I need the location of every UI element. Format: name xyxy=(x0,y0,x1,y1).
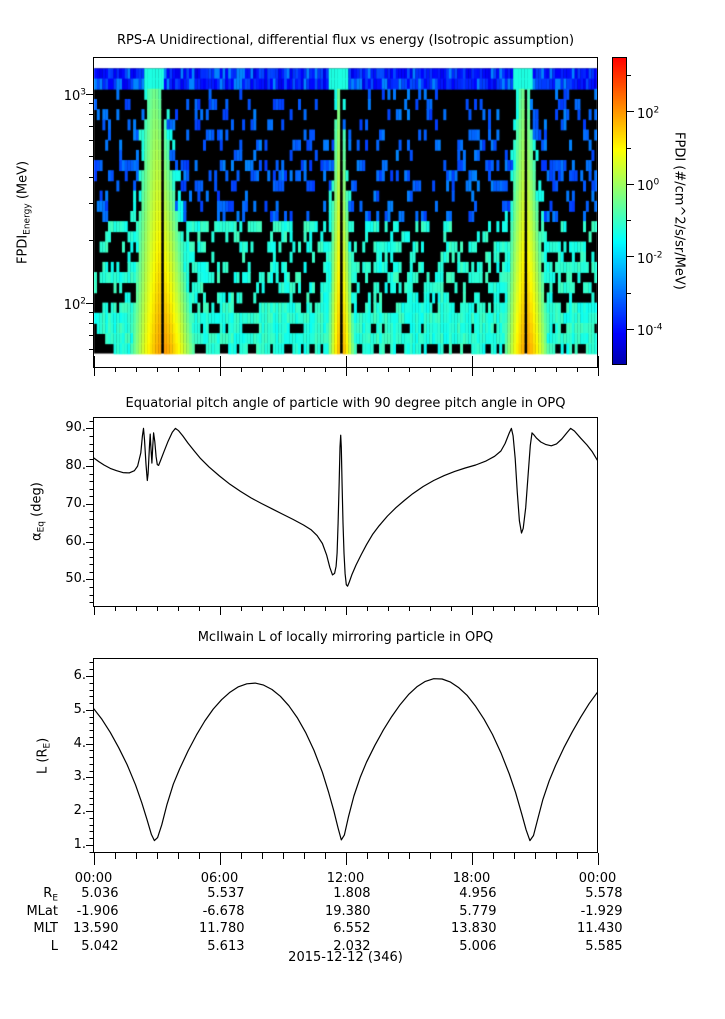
pitch-angle-title: Equatorial pitch angle of particle with … xyxy=(125,396,566,411)
time-tick-label: 00:00 xyxy=(74,871,113,886)
time-tick-label: 12:00 xyxy=(326,871,365,886)
mcilwain-tick-label: 1. xyxy=(73,837,86,852)
colorbar-frame xyxy=(612,57,627,365)
colorbar-tick-label: 10-2 xyxy=(637,250,663,267)
ephemeris-value: 5.006 xyxy=(459,938,497,954)
mcilwain-ylabel: L (RE) xyxy=(35,737,53,774)
time-tick-label: 00:00 xyxy=(578,871,617,886)
ephemeris-value: -1.929 xyxy=(580,903,623,919)
ephemeris-value: 5.036 xyxy=(81,886,119,901)
ephemeris-value: -6.678 xyxy=(202,903,245,919)
time-tick-label: 18:00 xyxy=(452,871,491,886)
spectrogram-heatmap xyxy=(93,57,598,368)
spectrogram-ylabel: FPDIEnergy (MeV) xyxy=(15,160,33,265)
ephemeris-value: 1.808 xyxy=(333,886,371,901)
mcilwain-tick-label: 2. xyxy=(73,803,86,819)
pitch-tick-label: 50. xyxy=(65,571,86,587)
ephemeris-value: 4.956 xyxy=(459,886,497,901)
ephemeris-value: 13.830 xyxy=(451,921,497,936)
ephemeris-row-label: MLat xyxy=(26,903,58,919)
colorbar-tick-label: 100 xyxy=(637,177,660,195)
ephemeris-row-label: MLT xyxy=(33,921,58,936)
ephemeris-value: 5.042 xyxy=(81,938,119,954)
ephemeris-value: 5.613 xyxy=(207,938,245,954)
mcilwain-tick-label: 4. xyxy=(73,735,86,751)
ephemeris-value: 11.430 xyxy=(577,921,623,936)
colorbar-tick-label: 10-4 xyxy=(637,322,663,340)
colorbar-label: FPDI (#/cm^2/s/sr/MeV) xyxy=(671,132,687,290)
pitch-tick-label: 90. xyxy=(65,420,86,436)
pitch-tick-label: 80. xyxy=(65,458,86,474)
pitch-tick-label: 70. xyxy=(65,495,86,511)
ephemeris-row-label: L xyxy=(50,938,58,954)
colorbar-tick-label: 102 xyxy=(637,105,660,122)
date-label: 2015-12-12 (346) xyxy=(288,950,403,965)
mcilwain-title: McIlwain L of locally mirroring particle… xyxy=(197,630,494,645)
ephemeris-value: 5.585 xyxy=(585,938,623,954)
mcilwain-tick-label: 5. xyxy=(73,701,86,717)
ephemeris-value: 5.537 xyxy=(207,886,245,901)
ephemeris-value: 19.380 xyxy=(325,903,371,919)
ephemeris-value: -1.906 xyxy=(76,903,119,919)
mcilwain-tick-label: 6. xyxy=(73,668,86,683)
ephemeris-value: 11.780 xyxy=(199,921,245,936)
energy-tick-label: 102 xyxy=(63,296,86,313)
colorbar-gradient xyxy=(612,57,627,365)
ephemeris-row-label: RE xyxy=(43,886,58,904)
time-tick-label: 06:00 xyxy=(200,871,239,886)
ephemeris-value: 13.590 xyxy=(73,921,119,936)
energy-tick-label: 103 xyxy=(63,87,86,104)
spectrogram-title: RPS-A Unidirectional, differential flux … xyxy=(116,33,575,48)
pitch-angle-curve xyxy=(94,427,597,587)
mcilwain-curve xyxy=(94,678,597,842)
ephemeris-value: 6.552 xyxy=(333,921,371,936)
pitch-tick-label: 60. xyxy=(65,533,86,549)
ephemeris-value: 5.578 xyxy=(585,886,623,901)
mcilwain-frame xyxy=(93,658,598,853)
ephemeris-value: 5.779 xyxy=(459,903,497,919)
mcilwain-tick-label: 3. xyxy=(73,769,86,785)
ephemeris-value: 2.032 xyxy=(333,938,371,954)
pitch-angle-frame xyxy=(93,417,598,607)
spectrogram-frame xyxy=(93,57,598,368)
